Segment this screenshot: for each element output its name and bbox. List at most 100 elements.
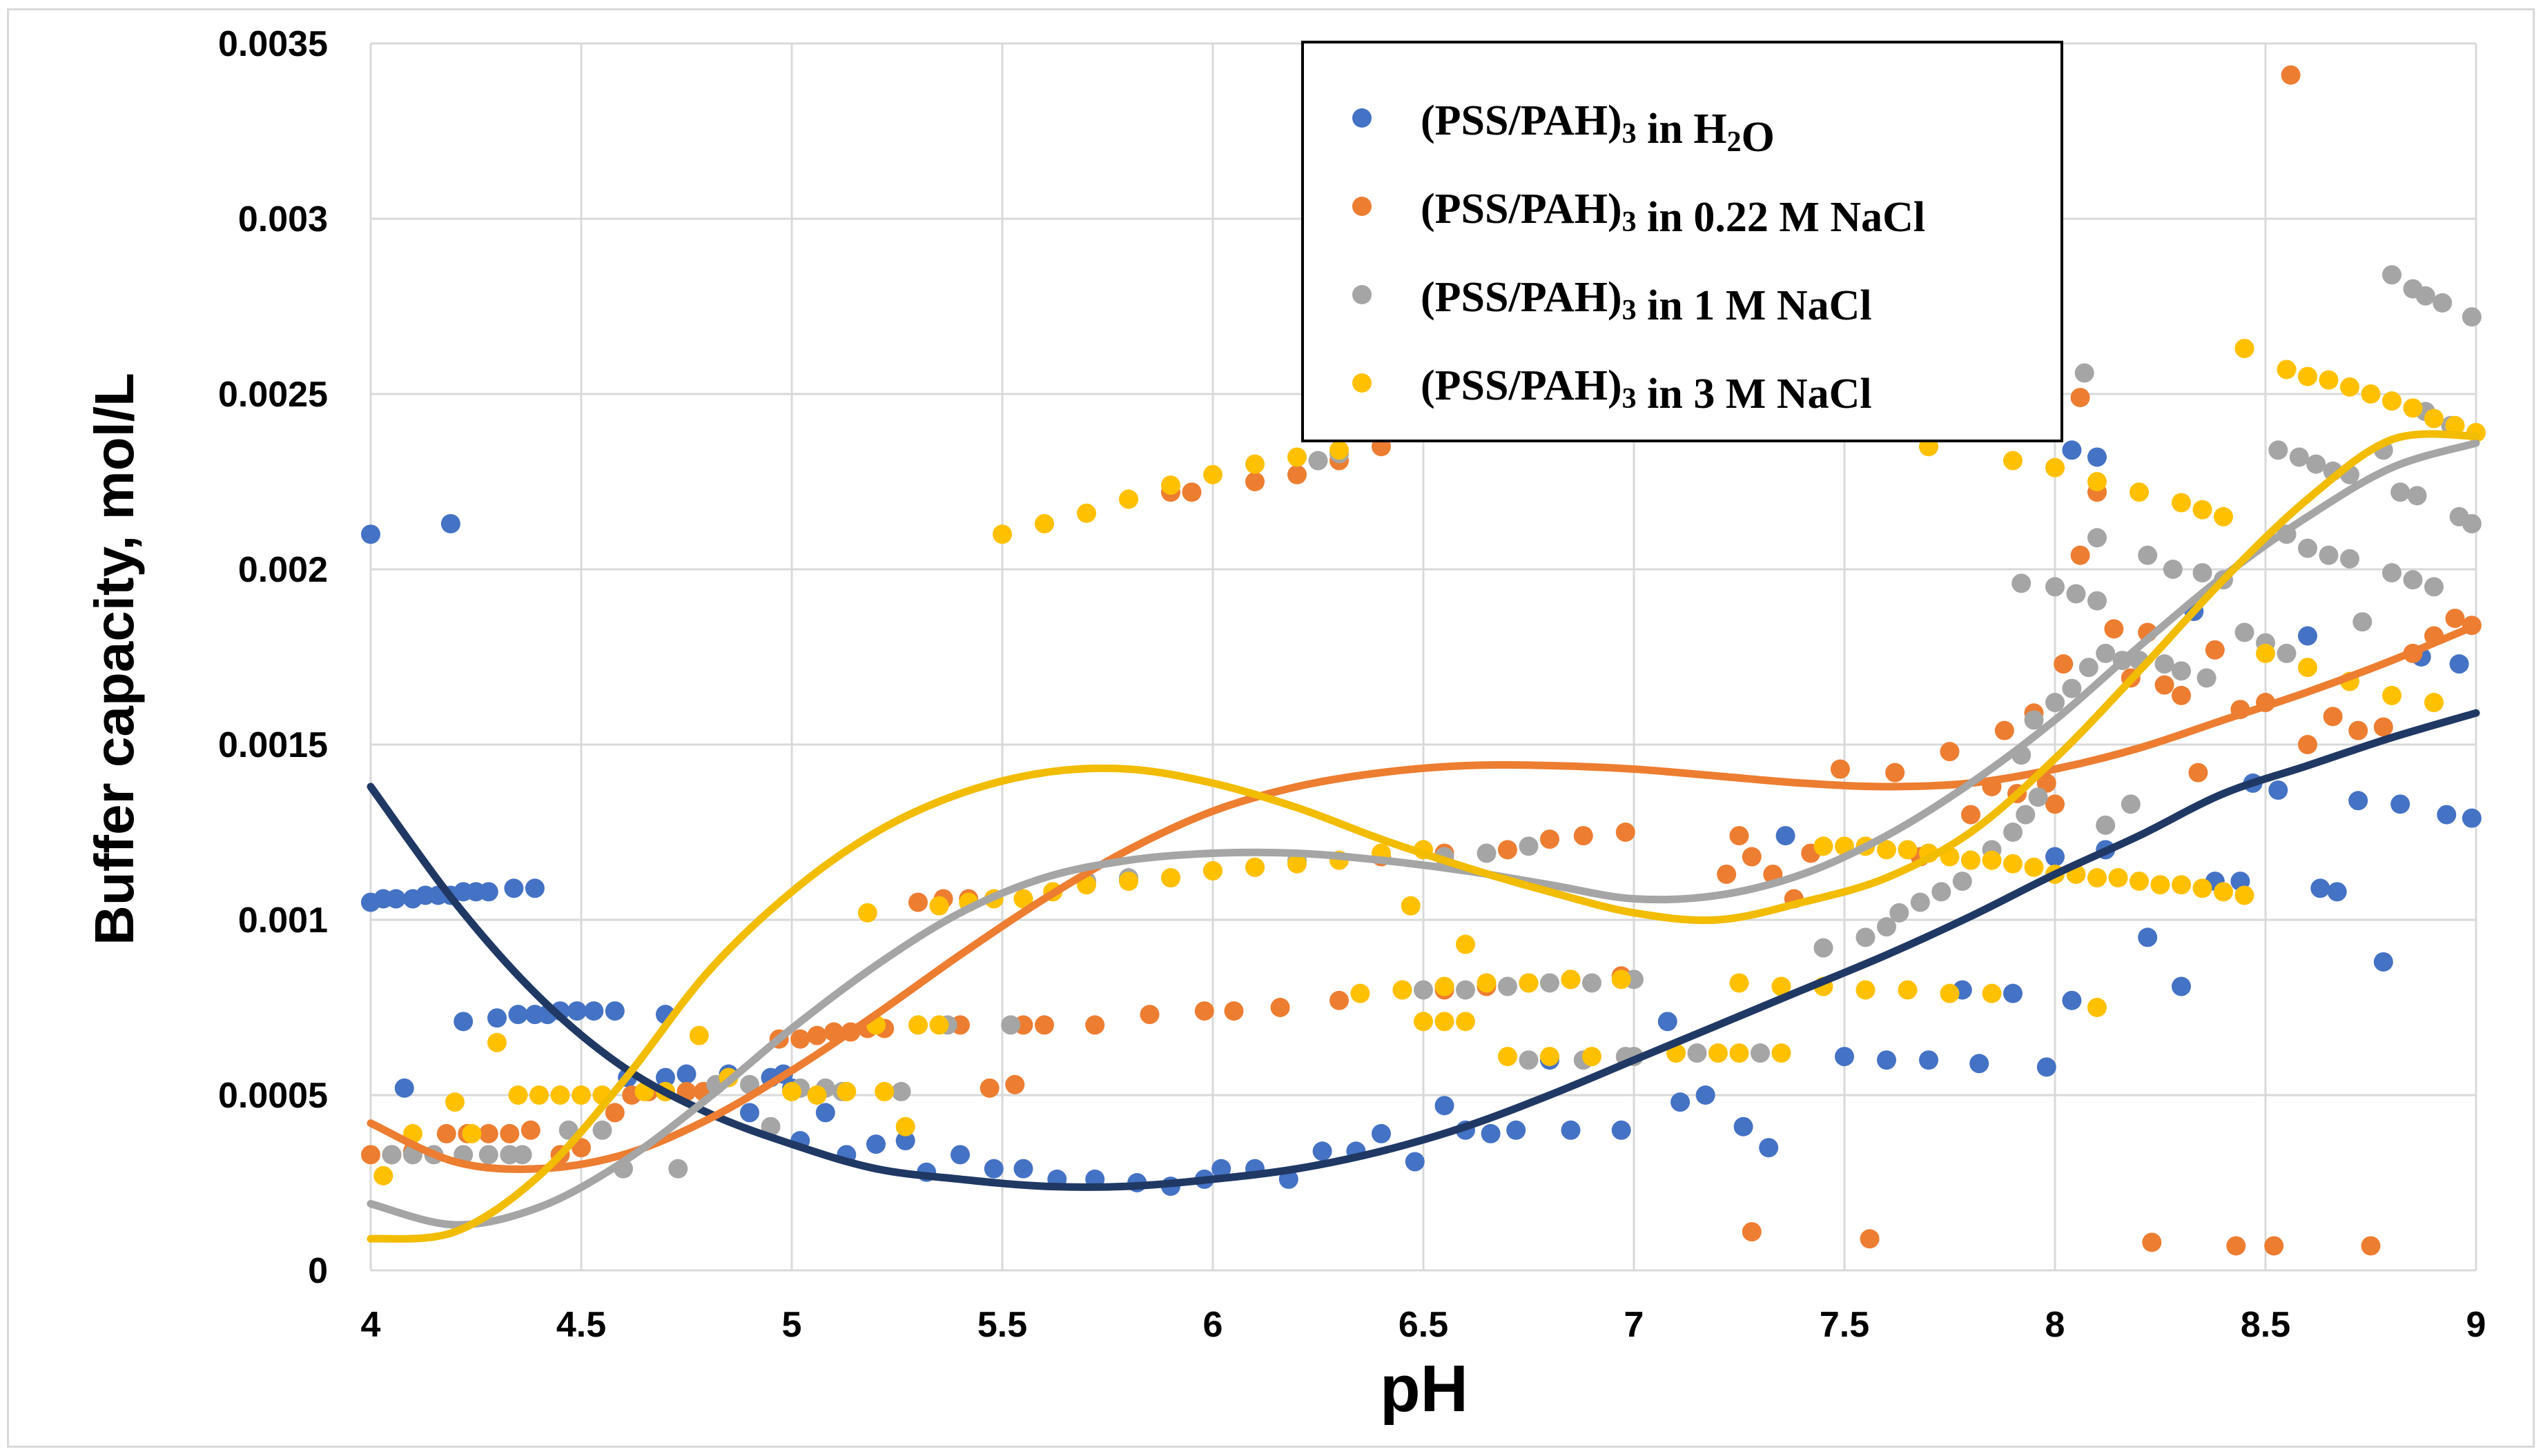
data-point [2382,563,2401,583]
x-tick-label: 9 [2466,1305,2486,1345]
data-point [2214,882,2233,902]
data-point [2016,805,2036,825]
data-point [1161,868,1180,888]
data-point [2087,998,2107,1017]
data-point [436,1123,456,1143]
data-point [1813,836,1833,856]
legend: (PSS/PAH)3 in H2O (PSS/PAH)3 in 0.22 M Na… [1301,41,2063,442]
data-point [1540,829,1559,849]
data-point [2003,983,2023,1003]
data-point [2462,307,2482,327]
data-point [2306,454,2326,474]
legend-marker [1352,373,1372,393]
data-point [2045,458,2065,478]
data-point [1434,976,1454,996]
x-tick-label: 5.5 [977,1305,1027,1345]
data-point [1224,1001,1244,1021]
data-point [1670,1092,1691,1112]
data-point [1519,836,1539,856]
data-point [2298,366,2317,386]
data-point [790,1029,810,1049]
data-point [2234,338,2254,358]
data-point [2289,447,2309,467]
data-point [2390,794,2410,814]
data-point [2268,440,2288,460]
data-point [1498,840,1517,860]
data-point [550,1085,570,1105]
data-point [1203,860,1222,881]
data-point [1775,826,1795,846]
data-point [740,1103,759,1123]
data-point [2424,409,2444,429]
y-tick-label: 0.003 [238,199,328,239]
data-point [2138,927,2158,947]
data-point [2390,482,2410,502]
data-point [1940,742,1960,762]
data-point [605,1001,625,1021]
data-point [2449,654,2469,674]
data-point [1540,1047,1559,1067]
data-point [445,1092,465,1112]
data-point [1013,1159,1033,1179]
data-point [1245,454,1265,474]
data-point [2045,693,2065,713]
data-point [1877,917,1896,937]
data-point [1910,892,1930,912]
data-point [1759,1138,1779,1158]
data-point [2154,675,2174,695]
data-point [1434,1096,1454,1116]
data-point [2003,854,2023,874]
data-point [1519,1050,1539,1070]
data-point [2382,391,2401,411]
data-point [1287,464,1307,484]
data-point [2382,265,2401,285]
data-point [2104,619,2124,639]
data-point [2138,545,2158,565]
data-point [2445,415,2465,435]
data-point [2150,875,2170,895]
data-point [2403,570,2423,590]
data-point [1035,513,1054,533]
data-point [2340,549,2359,569]
data-point [1611,970,1631,990]
x-tick-label: 4.5 [556,1305,606,1345]
data-point [2264,1236,2284,1256]
data-point [2172,661,2191,681]
data-point [2445,609,2465,629]
data-point [361,524,380,544]
data-point [605,1103,625,1123]
data-point [1994,720,2014,740]
data-point [1035,1015,1054,1035]
data-point [1961,805,1980,825]
data-point [2096,815,2116,835]
data-point [2352,612,2373,632]
data-point [866,1134,886,1154]
data-point [1312,1141,1332,1161]
data-point [1919,1050,1938,1070]
data-point [1401,896,1421,916]
data-point [478,1145,498,1165]
data-point [1456,1012,1475,1032]
y-axis-ticks: 0 0.0005 0.001 0.0015 0.002 0.0025 0.003 0.0035 [218,24,328,1291]
data-point [1287,854,1307,874]
data-point [1771,976,1791,996]
data-point [1456,934,1475,954]
data-point [2045,577,2065,597]
data-point [394,1078,414,1098]
data-point [1434,1012,1454,1032]
data-point [1969,1054,1989,1074]
legend-marker [1352,108,1372,128]
data-point [1889,903,1909,923]
data-point [2192,878,2212,898]
data-point [2361,384,2381,404]
data-point [951,1145,970,1165]
data-point [929,896,949,916]
data-point [1456,980,1475,1000]
data-point [1561,1120,1581,1140]
data-point [1582,1047,1601,1067]
data-point [2298,626,2317,646]
data-point [2108,868,2128,888]
data-point [2298,538,2317,558]
data-point [2415,286,2435,306]
data-point [504,878,524,898]
